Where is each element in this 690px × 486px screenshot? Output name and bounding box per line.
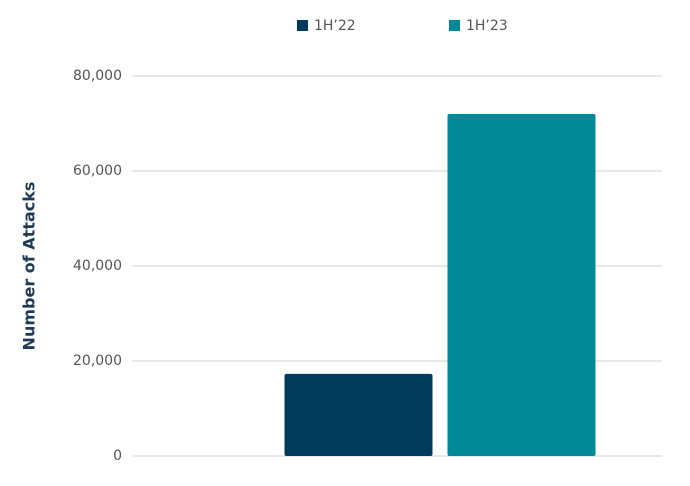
y-tick-label: 40,000 bbox=[73, 258, 122, 274]
legend-label: 1H’22 bbox=[314, 18, 356, 34]
y-tick-label: 0 bbox=[113, 448, 122, 464]
legend-swatch bbox=[297, 20, 308, 31]
legend-swatch bbox=[449, 20, 460, 31]
y-tick-label: 80,000 bbox=[73, 68, 122, 84]
y-tick-label: 60,000 bbox=[73, 163, 122, 179]
y-axis-title: Number of Attacks bbox=[20, 182, 39, 351]
bar bbox=[284, 373, 433, 456]
legend-label: 1H’23 bbox=[466, 18, 508, 34]
y-tick-label: 20,000 bbox=[73, 353, 122, 369]
bar bbox=[447, 114, 596, 456]
